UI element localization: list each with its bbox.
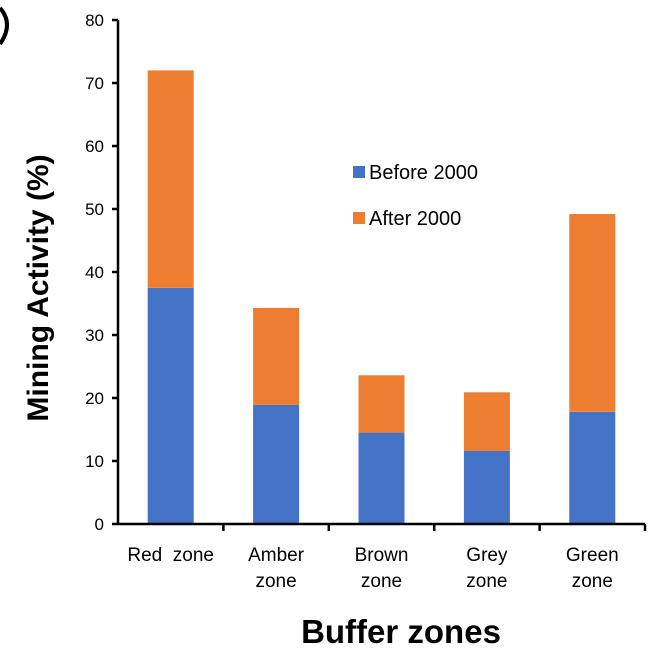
y-tick-label: 30	[85, 326, 104, 345]
y-tick-label: 20	[85, 389, 104, 408]
x-category-label: Amber	[248, 545, 305, 566]
bar-before-5	[569, 411, 616, 524]
x-labels-group: Red zone Amber zone Brown zone Grey zone Green z…	[127, 545, 618, 592]
y-tick-label: 0	[95, 515, 104, 534]
bar-after-3	[358, 375, 405, 433]
y-ticks-group: 0 10 20 30 40 50 60 70 80	[85, 11, 118, 534]
y-tick-label: 70	[85, 74, 104, 93]
bar-after-4	[463, 392, 510, 451]
bar-before-4	[463, 450, 510, 524]
y-tick-label: 50	[85, 200, 104, 219]
y-tick-label: 10	[85, 452, 104, 471]
bar-after-2	[253, 307, 300, 405]
legend-label-1: Before 2000	[369, 162, 478, 184]
bars-group	[147, 70, 616, 525]
y-tick-label: 60	[85, 137, 104, 156]
legend-swatch-1	[353, 166, 365, 178]
legend-label-2: After 2000	[369, 208, 461, 230]
x-category-label: Brown	[355, 545, 409, 566]
x-category-label: zone	[361, 571, 402, 592]
x-category-label: Grey	[466, 545, 508, 566]
panel-letter-fragment	[0, 6, 9, 46]
bar-before-2	[253, 404, 300, 524]
x-axis-title: Buffer zones	[301, 613, 501, 649]
y-tick-label: 40	[85, 263, 104, 282]
y-tick-label: 80	[85, 11, 104, 30]
x-category-label: Green	[566, 545, 619, 566]
bar-after-1	[147, 70, 194, 288]
bar-before-3	[358, 432, 405, 524]
x-category-label: zone	[466, 571, 507, 592]
legend-swatch-2	[353, 212, 365, 224]
x-category-label: Red zone	[127, 545, 214, 566]
x-category-label: zone	[572, 571, 613, 592]
bar-before-1	[147, 287, 194, 525]
y-axis-title: Mining Activity (%)	[22, 154, 55, 421]
x-category-label: zone	[255, 571, 296, 592]
legend: Before 2000 After 2000	[353, 162, 478, 230]
bar-after-5	[569, 214, 616, 412]
